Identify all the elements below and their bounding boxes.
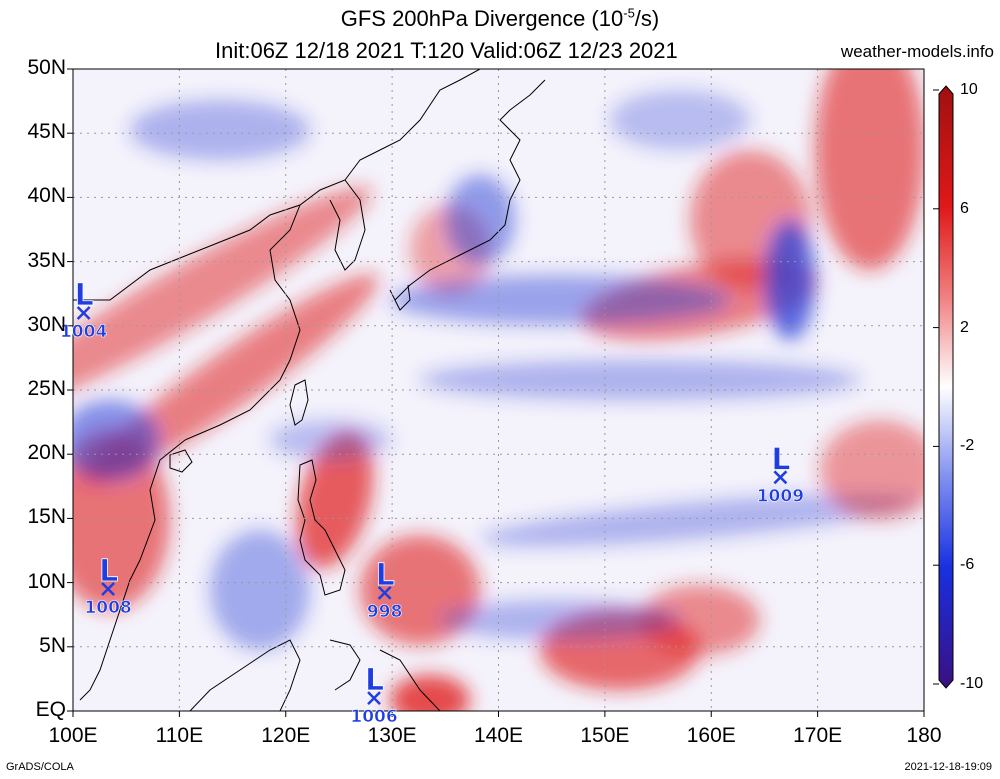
lon-tick-label: 170E xyxy=(793,724,843,747)
field-layer xyxy=(73,69,924,711)
colorbar-scale xyxy=(938,85,954,689)
low-pressure-markers: L 1004 L 1008 L 998 L 1006 L 1009 xyxy=(60,278,805,728)
lat-tick-label: 50N xyxy=(27,56,66,79)
low-pressure-value: 1009 xyxy=(757,486,804,506)
chart-title: GFS 200hPa Divergence (10-5/s) xyxy=(340,5,660,31)
low-letter: L xyxy=(365,663,384,698)
low-letter: L xyxy=(376,558,395,593)
low-center-cross-icon xyxy=(773,470,788,485)
lon-tick-label: 180 xyxy=(906,724,942,747)
chart-subtitle: Init:06Z 12/18 2021 T:120 Valid:06Z 12/2… xyxy=(215,38,678,63)
lat-tick-label: 35N xyxy=(27,248,66,272)
low-center-cross-icon xyxy=(367,691,381,706)
colorbar-label: -6 xyxy=(960,556,975,574)
lon-tick-label: 110E xyxy=(155,724,204,747)
lat-tick-label: 20N xyxy=(27,441,66,465)
lat-tick-label: 10N xyxy=(27,569,66,593)
gridlines xyxy=(73,69,924,711)
colorbar-label: -10 xyxy=(960,675,984,692)
low-center-cross-icon xyxy=(377,585,392,600)
low-pressure-value: 1006 xyxy=(350,707,397,727)
footer-software: GrADS/COLA xyxy=(6,761,74,773)
low-marker: L 1004 xyxy=(60,278,108,343)
low-letter: L xyxy=(771,442,790,477)
low-pressure-value: 1004 xyxy=(60,322,107,342)
coastlines xyxy=(73,69,546,711)
lon-tick-label: 160E xyxy=(686,724,736,747)
low-marker: L 1006 xyxy=(350,663,398,728)
low-marker: L 998 xyxy=(367,557,403,622)
lon-tick-label: 140E xyxy=(473,724,524,747)
colorbar xyxy=(933,85,954,689)
low-letter: L xyxy=(75,278,94,313)
lon-tick-label: 120E xyxy=(261,724,311,747)
footer-timestamp: 2021-12-18-19:09 xyxy=(904,761,992,773)
lat-tick-label: 25N xyxy=(27,377,66,400)
lat-tick-label: 5N xyxy=(39,633,66,657)
low-center-cross-icon xyxy=(101,582,115,596)
low-marker: L 1008 xyxy=(84,554,132,619)
low-pressure-value: 1008 xyxy=(84,598,131,618)
low-letter: L xyxy=(99,554,118,589)
lon-tick-label: 100E xyxy=(48,724,98,747)
lat-tick-label: 40N xyxy=(27,184,66,208)
low-pressure-value: 998 xyxy=(367,602,403,622)
colorbar-label: -2 xyxy=(960,437,975,455)
lat-tick-label: 30N xyxy=(27,312,66,336)
colorbar-label: 2 xyxy=(960,318,969,336)
lat-tick-label: EQ xyxy=(35,698,66,721)
lon-tick-label: 130E xyxy=(367,724,417,747)
site-label: weather-models.info xyxy=(840,42,994,61)
low-marker: L 1009 xyxy=(756,442,804,507)
colorbar-label: 10 xyxy=(960,81,978,98)
lat-tick-label: 45N xyxy=(27,120,66,144)
colorbar-label: 6 xyxy=(960,199,969,217)
axis-ticks xyxy=(67,68,925,717)
lon-tick-label: 150E xyxy=(580,724,630,747)
lat-tick-label: 15N xyxy=(27,505,66,529)
low-center-cross-icon xyxy=(76,306,91,320)
